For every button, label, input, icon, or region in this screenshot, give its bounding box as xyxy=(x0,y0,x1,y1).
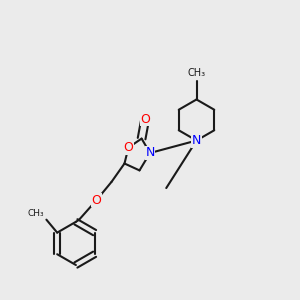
Text: N: N xyxy=(145,146,155,160)
Text: O: O xyxy=(92,194,101,207)
Text: O: O xyxy=(140,113,150,126)
Text: N: N xyxy=(192,134,201,147)
Text: CH₃: CH₃ xyxy=(188,68,206,78)
Text: O: O xyxy=(124,141,133,154)
Text: CH₃: CH₃ xyxy=(27,209,44,218)
